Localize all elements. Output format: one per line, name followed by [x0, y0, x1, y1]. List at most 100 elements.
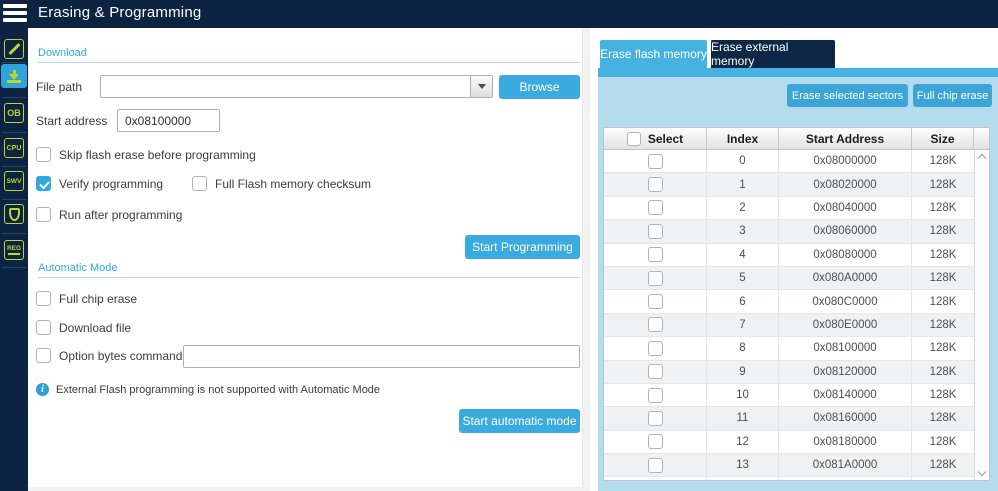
file-path-dropdown-button[interactable] [470, 76, 492, 97]
row-checkbox[interactable] [647, 223, 663, 239]
row-checkbox[interactable] [647, 387, 663, 403]
sidebar-divider [2, 267, 26, 268]
row-index: 9 [707, 360, 779, 383]
table-scrollbar[interactable] [974, 150, 989, 480]
row-index: 1 [707, 173, 779, 196]
sidebar-item-registers[interactable]: REG [4, 240, 24, 260]
erase-selected-sectors-button[interactable]: Erase selected sectors [787, 84, 908, 107]
row-select-cell [604, 383, 707, 407]
skip-flash-erase-label: Skip flash erase before programming [59, 147, 256, 162]
table-row: 12 0x08180000 128K [604, 430, 974, 455]
row-start-address: 0x080C0000 [779, 290, 912, 313]
sidebar-item-memory-download[interactable] [1, 64, 27, 88]
row-checkbox[interactable] [647, 340, 663, 356]
row-start-address: 0x08080000 [779, 243, 912, 266]
row-index: 5 [707, 266, 779, 290]
scrollbar-header-spacer [974, 128, 989, 149]
tab-erase-flash-memory[interactable]: Erase flash memory [600, 40, 707, 68]
hamburger-menu-icon[interactable] [3, 4, 27, 24]
row-size: 128K [929, 342, 957, 355]
row-index: 11 [707, 407, 779, 430]
row-index: 8 [707, 337, 779, 360]
row-checkbox[interactable] [647, 317, 663, 333]
option-bytes-row: Option bytes commands [36, 348, 188, 363]
row-select-cell [604, 150, 707, 173]
download-section-title: Download [38, 47, 87, 59]
reg-icon: REG [6, 245, 22, 252]
pencil-icon [7, 42, 21, 56]
left-panel-scrollbar[interactable] [582, 28, 590, 487]
table-row: 1 0x08020000 128K [604, 173, 974, 197]
row-start-address: 0x08160000 [779, 407, 912, 430]
table-row: 5 0x080A0000 128K [604, 266, 974, 291]
verify-programming-row: Verify programming [36, 176, 163, 191]
row-checkbox[interactable] [647, 294, 663, 310]
scroll-up-icon[interactable] [977, 153, 987, 163]
row-start-address: 0x08140000 [779, 383, 912, 407]
tab-erase-external-memory[interactable]: Erase external memory [710, 40, 835, 68]
row-index: 7 [707, 313, 779, 337]
row-index: 12 [707, 430, 779, 454]
info-row: i External Flash programming is not supp… [36, 383, 380, 396]
row-index: 4 [707, 243, 779, 266]
browse-button[interactable]: Browse [499, 75, 580, 99]
shield-icon [8, 207, 20, 221]
row-size: 128K [929, 295, 957, 308]
download-file-checkbox[interactable] [36, 320, 51, 335]
select-all-checkbox[interactable] [626, 131, 641, 146]
verify-programming-checkbox[interactable] [36, 176, 51, 191]
start-programming-button[interactable]: Start Programming [465, 235, 580, 259]
row-index: 3 [707, 220, 779, 243]
sidebar: OB CPU SWV REG [0, 0, 28, 491]
row-select-cell [604, 313, 707, 337]
sidebar-item-option-bytes[interactable]: OB [4, 103, 24, 123]
scroll-down-icon[interactable] [977, 467, 987, 477]
start-address-label: Start address [36, 114, 108, 128]
swv-icon: SWV [6, 177, 22, 185]
run-after-programming-label: Run after programming [59, 207, 183, 222]
start-address-input[interactable] [117, 109, 220, 132]
start-automatic-mode-button[interactable]: Start automatic mode [459, 409, 580, 433]
row-select-cell [604, 266, 707, 290]
row-checkbox[interactable] [647, 177, 663, 193]
sidebar-item-security[interactable] [4, 204, 24, 224]
row-checkbox[interactable] [647, 200, 663, 216]
sidebar-divider [2, 166, 26, 167]
option-bytes-label: Option bytes commands [59, 348, 189, 363]
table-row: 7 0x080E0000 128K [604, 313, 974, 338]
row-index: 2 [707, 196, 779, 220]
row-select-cell [604, 173, 707, 196]
row-select-cell [604, 337, 707, 360]
row-start-address: 0x08180000 [779, 430, 912, 454]
row-start-address: 0x08020000 [779, 173, 912, 196]
row-checkbox[interactable] [647, 434, 663, 450]
full-chip-erase-button[interactable]: Full chip erase [913, 84, 992, 107]
ob-icon: OB [7, 108, 21, 118]
file-path-label: File path [36, 80, 83, 94]
row-checkbox[interactable] [647, 270, 663, 286]
row-select-cell [604, 430, 707, 454]
sidebar-item-swv[interactable]: SWV [4, 171, 24, 191]
row-checkbox[interactable] [647, 410, 663, 426]
row-checkbox[interactable] [647, 457, 663, 473]
option-bytes-input[interactable] [183, 345, 580, 368]
download-file-row: Download file [36, 320, 131, 335]
flash-checksum-checkbox[interactable] [192, 176, 207, 191]
sidebar-item-erasing-programming[interactable] [4, 39, 24, 59]
option-bytes-checkbox[interactable] [36, 348, 51, 363]
automatic-mode-section-title: Automatic Mode [38, 262, 118, 274]
row-size: 128K [929, 435, 957, 448]
row-checkbox[interactable] [647, 153, 663, 169]
row-checkbox[interactable] [647, 364, 663, 380]
file-path-input[interactable] [101, 76, 470, 97]
full-chip-erase-row: Full chip erase [36, 291, 137, 306]
sidebar-item-cpu[interactable]: CPU [4, 138, 24, 158]
run-after-programming-checkbox[interactable] [36, 207, 51, 222]
table-row: 2 0x08040000 128K [604, 196, 974, 221]
skip-flash-erase-checkbox[interactable] [36, 147, 51, 162]
row-checkbox[interactable] [647, 247, 663, 263]
panel-accent-bar [598, 68, 998, 77]
bottom-strip [28, 487, 590, 491]
full-chip-erase-checkbox[interactable] [36, 291, 51, 306]
